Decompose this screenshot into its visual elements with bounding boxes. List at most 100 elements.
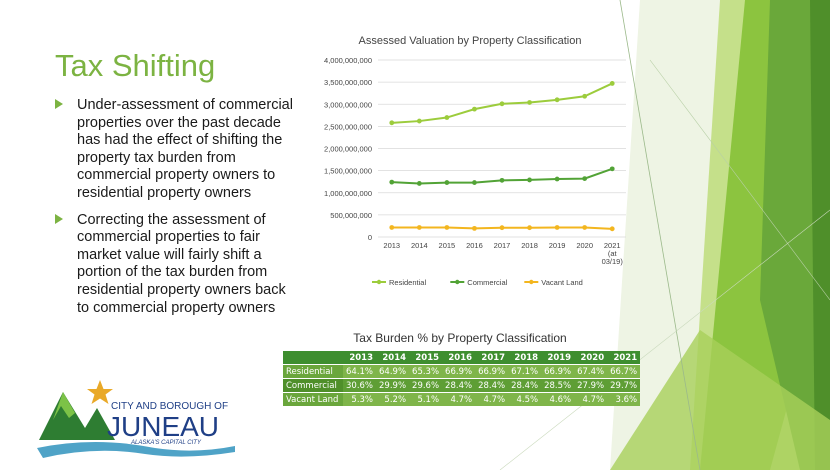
table-cell: 28.4% xyxy=(475,378,509,393)
decor-band-accent xyxy=(810,0,830,470)
year-header: 2017 xyxy=(475,351,509,365)
table-cell: 66.7% xyxy=(607,364,641,379)
row-label: Commercial xyxy=(283,378,343,393)
table-cell: 4.7% xyxy=(442,392,476,406)
legend-marker xyxy=(376,279,382,285)
y-tick-label: 1,500,000,000 xyxy=(324,167,372,176)
legend-marker xyxy=(529,279,534,285)
table-row: Vacant Land 5.3% 5.2% 5.1% 4.7% 4.7% 4.5% 4.6% 4… xyxy=(283,392,641,406)
table-cell: 28.4% xyxy=(442,378,476,393)
data-point xyxy=(554,176,560,182)
data-point xyxy=(416,225,422,230)
table-cell: 5.3% xyxy=(343,392,377,406)
year-header: 2020 xyxy=(574,351,608,365)
data-point xyxy=(472,106,477,112)
y-tick-label: 2,500,000,000 xyxy=(324,122,372,131)
year-header: 2016 xyxy=(442,351,476,365)
year-header: 2018 xyxy=(508,351,542,365)
table-cell: 64.1% xyxy=(343,364,377,379)
bullet-list: Under-assessment of commercial propertie… xyxy=(55,97,295,326)
data-point xyxy=(527,177,532,183)
data-point xyxy=(444,180,450,185)
data-point xyxy=(416,181,422,186)
data-point xyxy=(554,97,560,103)
logo-line2: JUNEAU xyxy=(107,411,219,442)
data-point xyxy=(582,176,588,181)
table-row: Commercial 30.6% 29.9% 29.6% 28.4% 28.4% 28.4%… xyxy=(283,378,641,393)
bullet-arrow-icon xyxy=(55,213,63,224)
logo-water-icon xyxy=(37,442,235,458)
data-point xyxy=(389,225,395,230)
table-cell: 65.3% xyxy=(409,364,443,379)
y-tick-label: 1,000,000,000 xyxy=(324,189,372,198)
table-cell: 28.5% xyxy=(541,378,575,393)
data-point xyxy=(499,101,505,107)
decor-band-lower xyxy=(610,330,830,470)
table-cell: 66.9% xyxy=(442,364,476,379)
decor-thin-line xyxy=(649,59,830,301)
decor-thin-line xyxy=(499,209,830,470)
x-tick-label: 2021 xyxy=(604,241,621,250)
bullet-item: Under-assessment of commercial propertie… xyxy=(55,97,295,203)
data-point xyxy=(472,225,477,231)
data-point xyxy=(554,225,560,230)
x-tick-label: (at xyxy=(608,249,618,258)
data-point xyxy=(389,179,395,185)
bullet-text: Correcting the assessment of commercial … xyxy=(77,211,286,316)
year-header: 2021 xyxy=(607,351,641,365)
decor-thin-line xyxy=(619,0,701,470)
data-point xyxy=(499,225,505,231)
data-point xyxy=(582,93,588,99)
legend-label: Residential xyxy=(389,278,426,287)
x-tick-label: 2013 xyxy=(383,241,400,250)
table-cell: 4.7% xyxy=(475,392,509,406)
table-cell: 67.4% xyxy=(574,364,608,379)
y-tick-label: 2,000,000,000 xyxy=(324,145,372,154)
legend-label: Commercial xyxy=(467,278,507,287)
data-point xyxy=(527,225,532,231)
table-cell: 66.9% xyxy=(475,364,509,379)
line-chart: 0 500,000,000 1,000,000,000 1,500,000,000 2,… xyxy=(324,56,626,287)
table-cell: 3.6% xyxy=(607,392,641,406)
logo-line1: CITY AND BOROUGH OF xyxy=(111,401,228,412)
data-point xyxy=(416,118,422,124)
table-cell: 66.9% xyxy=(541,364,575,379)
bullet-arrow-icon xyxy=(55,99,63,109)
table-corner-cell xyxy=(283,351,343,365)
data-point xyxy=(527,100,532,105)
table-cell: 5.2% xyxy=(376,392,410,406)
y-tick-label: 3,000,000,000 xyxy=(324,100,372,109)
table-cell: 64.9% xyxy=(376,364,410,379)
table-cell: 27.9% xyxy=(574,378,608,393)
bullet-text: Under-assessment of commercial propertie… xyxy=(77,97,293,201)
tax-burden-table: 2013 2014 2015 2016 2017 2018 2019 2020 2021 Resi… xyxy=(283,351,641,406)
data-point xyxy=(444,115,450,120)
table-cell: 30.6% xyxy=(343,378,377,393)
data-point xyxy=(499,177,505,183)
row-label: Vacant Land xyxy=(283,392,343,406)
logo-line3: ALASKA'S CAPITAL CITY xyxy=(130,440,202,446)
table-cell: 29.9% xyxy=(376,378,410,393)
legend-marker xyxy=(455,279,460,285)
logo-mountain-icon xyxy=(39,392,115,440)
chart-title: Assessed Valuation by Property Classific… xyxy=(358,35,582,47)
table-title: Tax Burden % by Property Classification xyxy=(353,331,567,345)
data-point xyxy=(582,225,588,230)
x-tick-label: 2018 xyxy=(521,241,538,250)
y-tick-label: 3,500,000,000 xyxy=(324,78,372,87)
x-tick-label: 2015 xyxy=(439,241,456,250)
legend-label: Vacant Land xyxy=(541,278,583,287)
table-cell: 4.5% xyxy=(508,392,542,406)
data-point xyxy=(609,81,615,86)
logo-star-icon xyxy=(87,380,113,404)
table-cell: 67.1% xyxy=(508,364,542,379)
table-row: Residential 64.1% 64.9% 65.3% 66.9% 66.9% 67.1… xyxy=(283,364,641,379)
slide-title: Tax Shifting xyxy=(55,48,216,83)
cbj-logo: CITY AND BOROUGH OF JUNEAU ALASKA'S CAPI… xyxy=(37,380,235,458)
year-header: 2015 xyxy=(409,351,443,365)
table-cell: 29.7% xyxy=(607,378,641,393)
table-cell: 4.7% xyxy=(574,392,608,406)
x-tick-label: 2017 xyxy=(494,241,511,250)
